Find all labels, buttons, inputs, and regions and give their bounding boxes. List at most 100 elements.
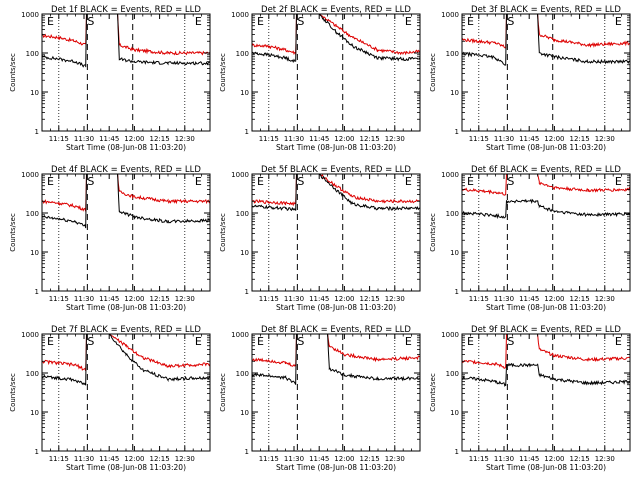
lld-series-line xyxy=(461,13,631,49)
region-label: S xyxy=(297,175,304,188)
x-tick-label: 11:30 xyxy=(74,295,94,303)
region-label: E xyxy=(195,15,202,28)
region-label: E xyxy=(615,15,622,28)
x-tick-label: 11:30 xyxy=(284,135,304,143)
x-tick-label: 11:45 xyxy=(519,455,539,463)
x-tick-label: 11:45 xyxy=(99,135,119,143)
x-axis-label: Start Time (08-Jun-08 11:03:20) xyxy=(276,143,396,152)
y-axis-label: Counts/sec xyxy=(429,53,437,92)
y-tick-label: 1 xyxy=(35,128,39,136)
events-series-line xyxy=(251,333,421,385)
y-tick-label: 10 xyxy=(240,89,249,97)
x-tick-label: 11:15 xyxy=(259,135,279,143)
x-tick-label: 11:45 xyxy=(519,295,539,303)
y-tick-label: 100 xyxy=(446,50,459,58)
x-tick-label: 12:15 xyxy=(150,455,170,463)
x-tick-label: 12:30 xyxy=(385,455,405,463)
x-tick-label: 11:30 xyxy=(494,455,514,463)
lld-series-line xyxy=(251,13,421,56)
y-tick-label: 1000 xyxy=(21,11,39,19)
y-axis-label: Counts/sec xyxy=(219,373,227,412)
x-tick-label: 11:30 xyxy=(284,295,304,303)
y-tick-label: 100 xyxy=(446,370,459,378)
y-tick-label: 1 xyxy=(245,128,249,136)
y-tick-label: 1000 xyxy=(441,11,459,19)
x-tick-label: 12:00 xyxy=(544,455,564,463)
x-tick-label: 11:15 xyxy=(469,295,489,303)
x-tick-label: 12:15 xyxy=(570,455,590,463)
y-tick-label: 1 xyxy=(455,448,459,456)
region-label: E xyxy=(405,15,412,28)
region-label: E xyxy=(257,15,264,28)
region-label: S xyxy=(297,335,304,348)
x-tick-label: 12:00 xyxy=(334,295,354,303)
x-tick-label: 11:45 xyxy=(309,295,329,303)
x-tick-label: 11:45 xyxy=(519,135,539,143)
x-tick-label: 12:00 xyxy=(124,135,144,143)
x-tick-label: 11:15 xyxy=(259,295,279,303)
y-tick-label: 1 xyxy=(35,288,39,296)
region-label: E xyxy=(467,15,474,28)
events-series-line xyxy=(462,198,631,220)
y-tick-label: 1000 xyxy=(21,171,39,179)
y-tick-label: 1000 xyxy=(231,11,249,19)
region-label: E xyxy=(195,335,202,348)
y-tick-label: 10 xyxy=(240,249,249,257)
y-axis-label: Counts/sec xyxy=(429,213,437,252)
x-tick-label: 12:00 xyxy=(124,455,144,463)
x-tick-label: 12:15 xyxy=(150,135,170,143)
region-label: E xyxy=(467,335,474,348)
region-label: E xyxy=(405,335,412,348)
y-axis-label: Counts/sec xyxy=(9,373,17,412)
x-tick-label: 11:15 xyxy=(49,455,69,463)
y-axis-label: Counts/sec xyxy=(219,53,227,92)
x-tick-label: 11:15 xyxy=(469,455,489,463)
x-axis-label: Start Time (08-Jun-08 11:03:20) xyxy=(486,143,606,152)
region-label: S xyxy=(507,175,514,188)
lld-series-line xyxy=(41,333,211,371)
region-label: S xyxy=(507,15,514,28)
x-tick-label: 12:00 xyxy=(544,135,564,143)
plot-title: Det 7f BLACK = Events, RED = LLD xyxy=(51,325,201,335)
events-series-line xyxy=(41,13,211,68)
y-tick-label: 100 xyxy=(236,50,249,58)
y-axis-label: Counts/sec xyxy=(9,213,17,252)
x-tick-label: 12:30 xyxy=(595,295,615,303)
lld-series-line xyxy=(251,173,421,207)
y-tick-label: 1000 xyxy=(231,331,249,339)
y-tick-label: 100 xyxy=(446,210,459,218)
y-tick-label: 100 xyxy=(26,370,39,378)
y-tick-label: 100 xyxy=(236,210,249,218)
x-tick-label: 12:30 xyxy=(385,295,405,303)
events-series-line xyxy=(251,13,421,63)
x-tick-label: 11:45 xyxy=(99,455,119,463)
y-axis-label: Counts/sec xyxy=(9,53,17,92)
y-tick-label: 1 xyxy=(455,288,459,296)
plot-title: Det 4f BLACK = Events, RED = LLD xyxy=(51,165,201,175)
x-axis-label: Start Time (08-Jun-08 11:03:20) xyxy=(66,463,186,472)
x-tick-label: 12:30 xyxy=(175,295,195,303)
plot-title: Det 8f BLACK = Events, RED = LLD xyxy=(261,325,411,335)
x-tick-label: 12:00 xyxy=(124,295,144,303)
y-tick-label: 1 xyxy=(455,128,459,136)
lld-series-line xyxy=(41,173,211,212)
x-axis-label: Start Time (08-Jun-08 11:03:20) xyxy=(66,303,186,312)
region-label: S xyxy=(87,335,94,348)
y-tick-label: 1 xyxy=(245,448,249,456)
region-label: E xyxy=(405,175,412,188)
y-tick-label: 100 xyxy=(236,370,249,378)
y-tick-label: 1 xyxy=(245,288,249,296)
lld-series-line xyxy=(251,333,421,367)
region-label: E xyxy=(47,335,54,348)
x-tick-label: 12:30 xyxy=(595,135,615,143)
x-tick-label: 12:30 xyxy=(175,135,195,143)
lld-series-line xyxy=(461,173,631,196)
y-tick-label: 10 xyxy=(30,249,39,257)
region-label: E xyxy=(615,335,622,348)
y-tick-label: 1000 xyxy=(441,171,459,179)
